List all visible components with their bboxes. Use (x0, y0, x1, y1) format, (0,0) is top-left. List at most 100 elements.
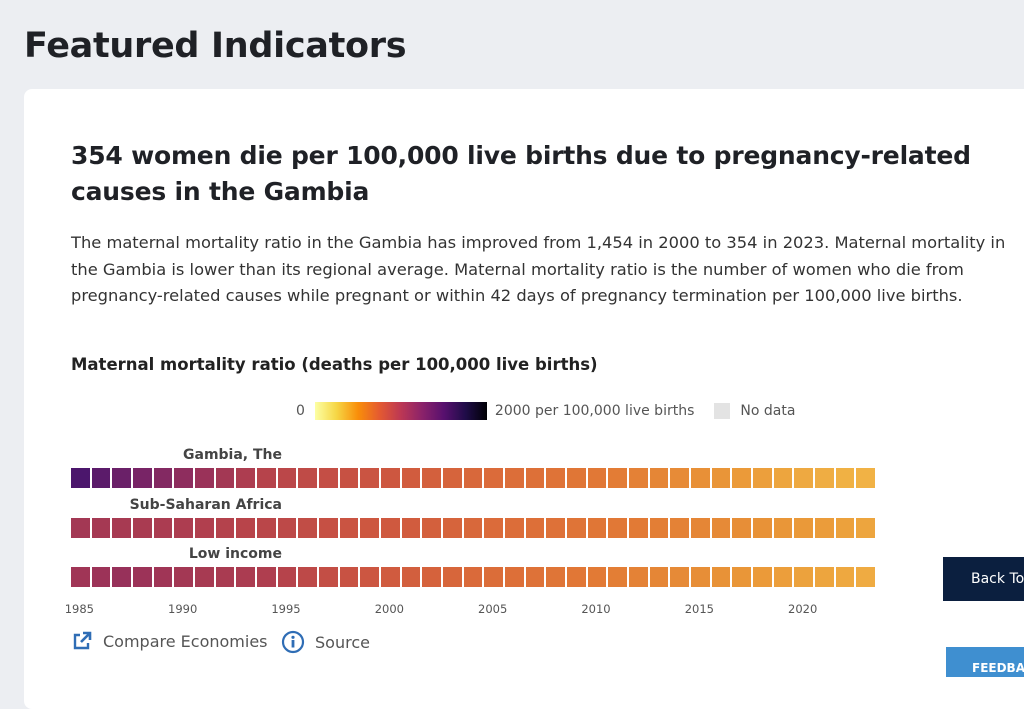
heatmap-cell-1994[interactable] (257, 567, 276, 587)
heatmap-cell-1997[interactable] (319, 567, 338, 587)
heatmap-cell-1992[interactable] (215, 468, 235, 488)
heatmap-cell-2020[interactable] (794, 468, 813, 488)
heatmap-cell-1991[interactable] (195, 567, 214, 587)
heatmap-cell-2016[interactable] (711, 468, 731, 488)
heatmap-cell-1990[interactable] (174, 518, 193, 538)
heatmap-cell-1988[interactable] (133, 567, 152, 587)
heatmap-cell-2021[interactable] (815, 518, 834, 538)
heatmap-cell-2000[interactable] (381, 567, 400, 587)
heatmap-cell-2017[interactable] (732, 518, 751, 538)
heatmap-cell-1985[interactable] (71, 567, 90, 587)
compare-economies-link[interactable]: Compare Economies (71, 630, 268, 652)
heatmap-cell-1989[interactable] (153, 518, 173, 538)
heatmap-cell-2005[interactable] (484, 567, 503, 587)
heatmap-cell-2013[interactable] (649, 468, 669, 488)
heatmap-cell-2013[interactable] (649, 567, 669, 587)
heatmap-cell-2007[interactable] (525, 567, 545, 587)
heatmap-cell-2006[interactable] (505, 567, 524, 587)
heatmap-cell-2022[interactable] (835, 468, 855, 488)
heatmap-cell-1985[interactable] (71, 468, 90, 488)
heatmap-cell-2016[interactable] (711, 518, 731, 538)
heatmap-cell-1998[interactable] (339, 518, 359, 538)
heatmap-cell-2011[interactable] (608, 468, 627, 488)
heatmap-cell-1998[interactable] (339, 468, 359, 488)
heatmap-cell-2006[interactable] (505, 468, 524, 488)
heatmap-cell-2009[interactable] (567, 468, 586, 488)
heatmap-cell-2009[interactable] (567, 567, 586, 587)
heatmap-cell-1993[interactable] (236, 518, 255, 538)
heatmap-cell-2023[interactable] (856, 518, 875, 538)
heatmap-cell-1991[interactable] (195, 518, 214, 538)
heatmap-cell-2003[interactable] (443, 567, 462, 587)
back-to-top-button[interactable]: Back To (943, 557, 1024, 601)
heatmap-cell-2019[interactable] (773, 567, 793, 587)
heatmap-cell-1995[interactable] (277, 518, 297, 538)
heatmap-cell-1999[interactable] (360, 468, 379, 488)
heatmap-cell-1996[interactable] (298, 468, 317, 488)
heatmap-cell-1994[interactable] (257, 518, 276, 538)
heatmap-cell-2006[interactable] (505, 518, 524, 538)
heatmap-cell-2003[interactable] (443, 518, 462, 538)
heatmap-cell-2017[interactable] (732, 468, 751, 488)
source-link[interactable]: Source (281, 630, 370, 654)
heatmap-cell-2019[interactable] (773, 468, 793, 488)
heatmap-cell-2020[interactable] (794, 567, 813, 587)
heatmap-cell-2014[interactable] (670, 468, 689, 488)
heatmap-cell-2002[interactable] (422, 518, 441, 538)
heatmap-cell-1987[interactable] (112, 468, 131, 488)
heatmap-cell-2010[interactable] (587, 518, 607, 538)
heatmap-cell-1990[interactable] (174, 567, 193, 587)
heatmap-cell-2003[interactable] (443, 468, 462, 488)
heatmap-cell-1985[interactable] (71, 518, 90, 538)
heatmap-cell-1993[interactable] (236, 567, 255, 587)
heatmap-cell-1999[interactable] (360, 567, 379, 587)
heatmap-cell-2013[interactable] (649, 518, 669, 538)
heatmap-cell-2001[interactable] (401, 567, 421, 587)
heatmap-cell-2023[interactable] (856, 567, 875, 587)
heatmap-cell-2022[interactable] (835, 518, 855, 538)
heatmap-cell-2008[interactable] (546, 567, 565, 587)
heatmap-cell-2000[interactable] (381, 518, 400, 538)
heatmap-cell-2009[interactable] (567, 518, 586, 538)
heatmap-cell-1995[interactable] (277, 567, 297, 587)
heatmap-cell-1991[interactable] (195, 468, 214, 488)
heatmap-cell-2019[interactable] (773, 518, 793, 538)
heatmap-cell-2007[interactable] (525, 468, 545, 488)
heatmap-cell-1989[interactable] (153, 567, 173, 587)
heatmap-cell-2004[interactable] (463, 468, 483, 488)
heatmap-cell-2012[interactable] (629, 518, 648, 538)
heatmap-cell-2005[interactable] (484, 468, 503, 488)
heatmap-cell-2011[interactable] (608, 518, 627, 538)
heatmap-cell-2007[interactable] (525, 518, 545, 538)
heatmap-cell-2004[interactable] (463, 567, 483, 587)
heatmap-cell-2011[interactable] (608, 567, 627, 587)
heatmap-cell-2001[interactable] (401, 468, 421, 488)
heatmap-cell-1994[interactable] (257, 468, 276, 488)
heatmap-cell-1998[interactable] (339, 567, 359, 587)
heatmap-cell-1996[interactable] (298, 518, 317, 538)
heatmap-cell-2010[interactable] (587, 468, 607, 488)
heatmap-cell-2022[interactable] (835, 567, 855, 587)
heatmap-cell-2020[interactable] (794, 518, 813, 538)
heatmap-cell-1992[interactable] (215, 518, 235, 538)
heatmap-cell-2014[interactable] (670, 518, 689, 538)
heatmap-cell-1987[interactable] (112, 567, 131, 587)
heatmap-cell-2018[interactable] (753, 468, 772, 488)
heatmap-cell-1987[interactable] (112, 518, 131, 538)
heatmap-cell-2004[interactable] (463, 518, 483, 538)
heatmap-cell-2001[interactable] (401, 518, 421, 538)
heatmap-cell-2018[interactable] (753, 518, 772, 538)
heatmap-cell-2015[interactable] (691, 468, 710, 488)
heatmap-cell-2008[interactable] (546, 518, 565, 538)
heatmap-cell-2015[interactable] (691, 518, 710, 538)
heatmap-cell-1997[interactable] (319, 468, 338, 488)
heatmap-cell-2002[interactable] (422, 468, 441, 488)
heatmap-cell-1988[interactable] (133, 468, 152, 488)
heatmap-cell-2012[interactable] (629, 468, 648, 488)
heatmap-cell-1992[interactable] (215, 567, 235, 587)
heatmap-cell-1988[interactable] (133, 518, 152, 538)
heatmap-cell-1989[interactable] (153, 468, 173, 488)
heatmap-cell-2005[interactable] (484, 518, 503, 538)
heatmap-cell-2021[interactable] (815, 567, 834, 587)
heatmap-cell-2023[interactable] (856, 468, 875, 488)
